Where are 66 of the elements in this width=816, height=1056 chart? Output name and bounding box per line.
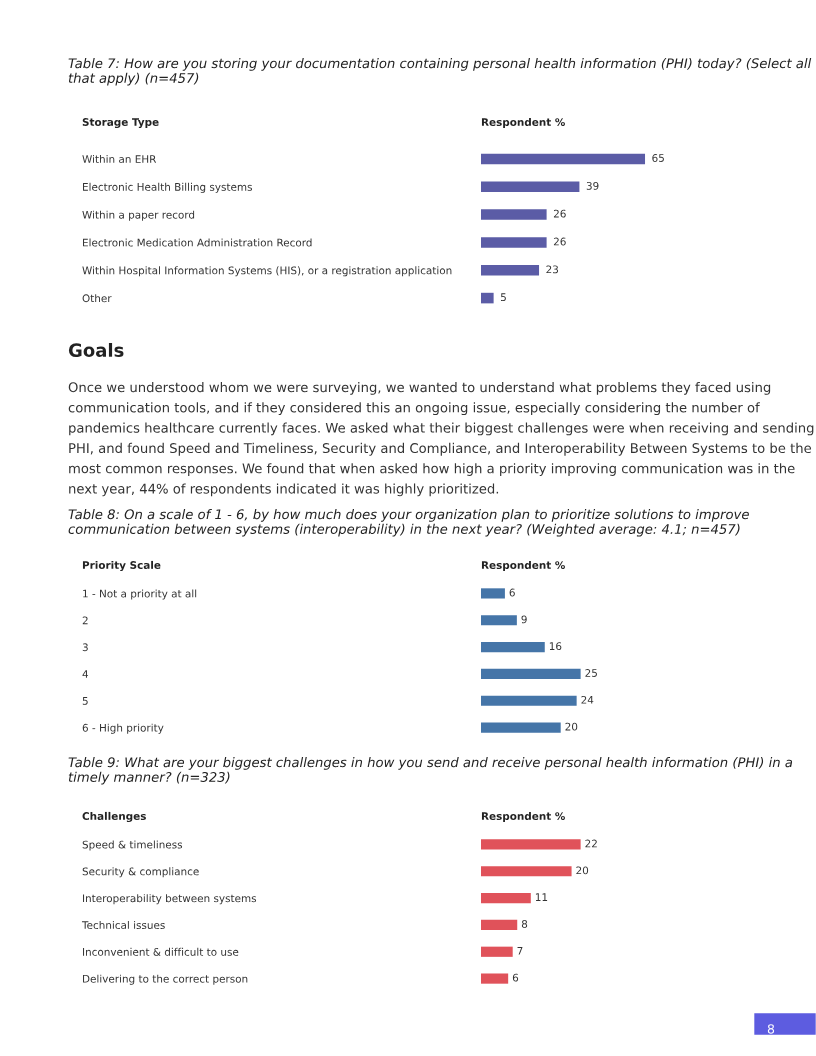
data-label: 24 <box>581 695 594 704</box>
bar <box>481 209 547 220</box>
bar <box>481 946 513 957</box>
y-axis-title: Storage Type <box>82 118 159 129</box>
y-tick-label: Security & compliance <box>82 867 199 878</box>
y-tick-label: 4 <box>82 670 89 678</box>
y-tick-label: Inconvenient & difficult to use <box>83 947 239 956</box>
bar <box>481 695 577 706</box>
data-label: 16 <box>549 642 562 651</box>
data-label: 9 <box>521 615 527 624</box>
data-label: 22 <box>585 839 597 848</box>
data-label: 6 <box>512 973 519 982</box>
chart-title: Table 8: On a scale of 1 - 6, by how much does your organization plan to prioritize solutions to improve communication between systems (interoperability) in the next year? (Weighted average: 4.1; n=457) <box>68 509 749 537</box>
y-tick-label: Electronic Health Billing systems <box>83 182 252 193</box>
data-label: 5 <box>500 293 506 302</box>
bar <box>481 237 547 248</box>
bar <box>481 668 581 680</box>
bar <box>481 973 509 984</box>
data-label: 26 <box>553 237 566 246</box>
data-label: 6 <box>509 588 515 597</box>
y-tick-label: Within Hospital Information Systems (HIS), or a registration application <box>82 266 452 277</box>
y-axis-title: Priority Scale <box>82 560 161 572</box>
bar <box>481 588 505 599</box>
chart-title: Table 7: How are you storing your documentation containing personal health information (PHI) today? (Select all that apply) (n=457) <box>68 58 812 86</box>
bar <box>481 181 580 193</box>
data-label: 11 <box>535 893 548 901</box>
bar <box>481 615 517 626</box>
bar <box>481 892 531 904</box>
y-tick-label: 2 <box>82 616 88 625</box>
y-axis-title: Challenges <box>82 811 146 823</box>
y-tick-label: 3 <box>82 643 88 652</box>
y-tick-label: Technical issues <box>81 920 165 930</box>
data-label: 26 <box>553 209 566 218</box>
chart-title: Table 9: What are your biggest challenges in how you send and receive personal health information (PHI) in a timely manner? (n=323) <box>68 757 793 785</box>
x-axis-title: Respondent % <box>481 811 565 823</box>
y-tick-label: 5 <box>82 697 88 705</box>
bar <box>481 264 540 276</box>
x-axis-title: Respondent % <box>481 117 565 129</box>
data-label: 39 <box>586 181 599 190</box>
data-label: 8 <box>521 920 528 928</box>
data-label: 65 <box>652 154 664 162</box>
y-tick-label: Within an EHR <box>82 154 157 164</box>
bar <box>481 292 494 304</box>
y-tick-label: Other <box>82 294 112 303</box>
x-axis-title: Respondent % <box>481 560 565 572</box>
y-tick-label: Interoperability between systems <box>83 894 257 905</box>
y-tick-label: 6 - High priority <box>82 723 164 734</box>
bar <box>481 641 545 653</box>
text: 8 <box>767 1024 775 1034</box>
y-tick-label: Speed & timeliness <box>82 840 183 851</box>
data-label: 7 <box>517 947 523 955</box>
bar <box>481 839 581 850</box>
y-tick-label: 1 - Not a priority at all <box>83 589 197 600</box>
y-tick-label: Within a paper record <box>82 210 195 221</box>
text: Once we understood whom we were surveying, we wanted to understand what problems they faced using communication tools, and if they considered this an ongoing issue, especially considering the number of pandemics healthcare currently faces. We asked what their biggest challenges were when receiving and sending PHI, and found Speed and Timeliness, Security and Compliance, and Interoperability Between Systems to be the most common responses. We found that when asked how high a priority improving communication was in the next year, 44% of respondents indicated it was highly prioritized. <box>68 382 814 497</box>
data-label: 25 <box>585 669 597 677</box>
data-label: 23 <box>546 265 559 274</box>
bar <box>481 153 646 165</box>
data-label: 20 <box>565 722 578 731</box>
bar <box>481 866 572 877</box>
data-label: 20 <box>576 866 589 875</box>
text: Goals <box>68 343 124 357</box>
y-tick-label: Delivering to the correct person <box>83 974 248 985</box>
y-tick-label: Electronic Medication Administration Record <box>83 238 312 247</box>
bar <box>481 919 518 931</box>
bar <box>481 722 561 733</box>
